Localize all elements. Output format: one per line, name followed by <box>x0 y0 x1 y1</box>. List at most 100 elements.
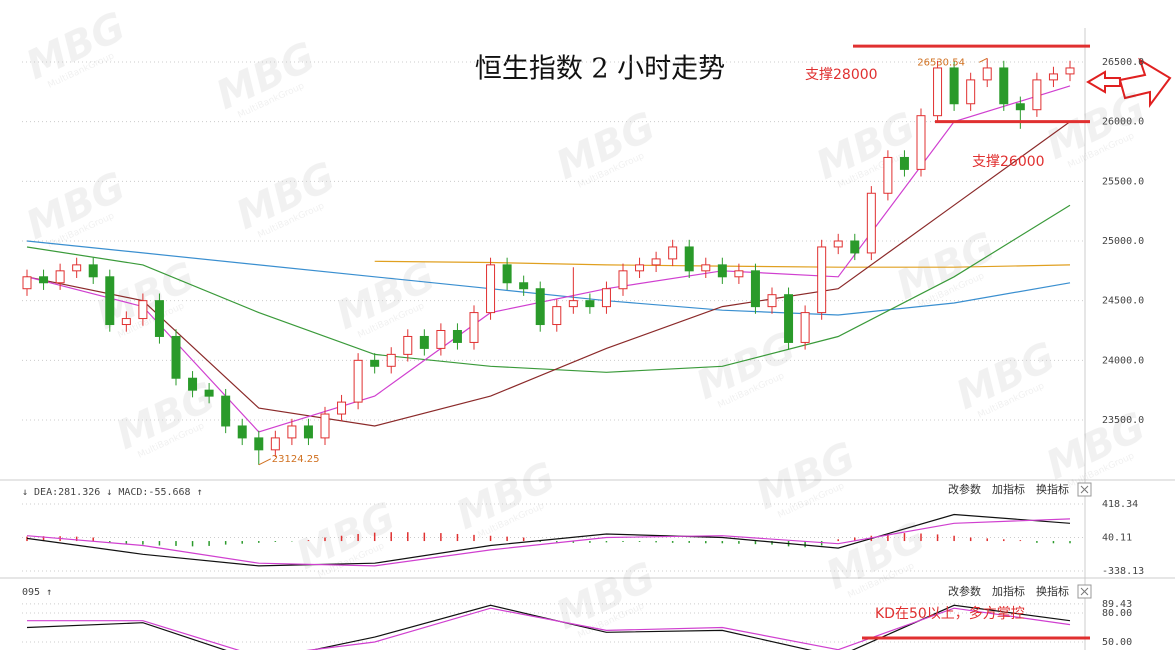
annotation: 支撑28000 <box>805 67 878 83</box>
candle-body <box>635 264 645 272</box>
candle-body <box>966 79 976 105</box>
candle-body <box>585 300 595 308</box>
toolbar-button[interactable]: 改参数 <box>948 584 981 598</box>
candle-body <box>204 389 214 397</box>
y-tick-label: 26500.0 <box>1102 57 1144 68</box>
indicator-line <box>26 240 1071 316</box>
candle-body <box>668 246 678 260</box>
candle-body <box>403 335 413 355</box>
candle-body <box>999 67 1009 105</box>
candle-body <box>121 318 131 326</box>
low-label: 23124.25 <box>272 454 320 465</box>
macd-header: ↓ DEA:281.326 ↓ MACD:-55.668 ↑ <box>22 487 203 498</box>
annotation: KD在50以上，多方掌控 <box>875 605 1025 622</box>
candle-body <box>833 240 843 248</box>
candle-body <box>817 246 827 314</box>
candle-body <box>386 353 396 367</box>
candle-body <box>138 300 148 320</box>
indicator-line <box>27 607 1071 650</box>
toolbar-button[interactable]: 改参数 <box>948 482 981 496</box>
y-tick-label: 26000.0 <box>1102 117 1144 128</box>
candle-body <box>39 276 49 284</box>
candle-body <box>337 401 347 415</box>
candle-body <box>717 264 727 278</box>
candle-body <box>535 288 545 326</box>
candle-body <box>419 335 429 349</box>
candle-body <box>303 425 313 439</box>
kd-header: 095 ↑ <box>22 587 52 598</box>
close-icon <box>1080 485 1089 494</box>
y-tick-label: 24000.0 <box>1102 355 1144 366</box>
candle-body <box>651 258 661 266</box>
candle-body <box>188 377 198 391</box>
candle-body <box>1032 79 1042 111</box>
candle-body <box>684 246 694 272</box>
candle-body <box>1048 73 1058 81</box>
candle-body <box>949 67 959 105</box>
candle-body <box>800 312 810 343</box>
candle-body <box>1015 103 1025 111</box>
y-tick-label: -338.13 <box>1102 566 1144 577</box>
candle-body <box>353 359 363 403</box>
candle-body <box>519 282 529 290</box>
candle-body <box>502 264 512 284</box>
chart-title: 恒生指数 2 小时走势 <box>475 54 725 85</box>
candle-body <box>88 264 98 278</box>
candle-body <box>254 437 264 451</box>
toolbar-button[interactable]: 加指标 <box>992 482 1025 496</box>
close-icon <box>1080 587 1089 596</box>
candle-body <box>221 395 231 427</box>
candle-body <box>486 264 496 314</box>
candle-body <box>320 413 330 439</box>
high-pointer <box>978 57 988 63</box>
candle-body <box>452 329 462 343</box>
candle-body <box>767 294 777 308</box>
candle-body <box>568 300 578 308</box>
candle-body <box>899 156 909 170</box>
indicator-line <box>26 204 1071 373</box>
candle-body <box>1065 67 1075 75</box>
candle-body <box>601 288 611 308</box>
candle-body <box>850 240 860 254</box>
candle-body <box>237 425 247 439</box>
y-tick-label: 50.00 <box>1102 637 1132 648</box>
toolbar-button[interactable]: 换指标 <box>1036 584 1069 598</box>
candle-body <box>552 306 562 326</box>
candle-body <box>982 67 992 81</box>
candle-body <box>933 67 943 117</box>
arrow-icon <box>1118 57 1172 109</box>
y-tick-label: 23500.0 <box>1102 415 1144 426</box>
candle-body <box>171 335 181 379</box>
candle-body <box>154 300 164 337</box>
indicator-line <box>26 85 1071 433</box>
toolbar-button[interactable]: 换指标 <box>1036 482 1069 496</box>
candle-body <box>436 329 446 349</box>
toolbar-button[interactable]: 加指标 <box>992 584 1025 598</box>
candle-body <box>618 270 628 290</box>
y-tick-label: 25500.0 <box>1102 176 1144 187</box>
y-tick-label: 24500.0 <box>1102 296 1144 307</box>
candle-body <box>22 276 32 290</box>
candle-body <box>55 270 65 284</box>
candle-body <box>287 425 297 439</box>
indicator-line <box>26 121 1071 427</box>
candle-body <box>866 192 876 254</box>
y-tick-label: 89.43 <box>1102 599 1132 610</box>
candle-body <box>916 115 926 170</box>
y-tick-label: 25000.0 <box>1102 236 1144 247</box>
indicator-line <box>26 518 1071 567</box>
candle-body <box>370 359 380 367</box>
candle-body <box>469 312 479 343</box>
y-tick-label: 40.11 <box>1102 532 1132 543</box>
y-tick-label: 80.00 <box>1102 608 1132 619</box>
low-pointer <box>258 458 272 466</box>
y-tick-label: 418.34 <box>1102 499 1138 510</box>
candle-body <box>750 270 760 308</box>
high-label: 26530.54 <box>917 57 965 68</box>
indicator-line <box>26 513 1071 567</box>
candle-body <box>270 437 280 451</box>
annotation: 支撑26000 <box>972 154 1045 170</box>
candle-body <box>883 156 893 194</box>
